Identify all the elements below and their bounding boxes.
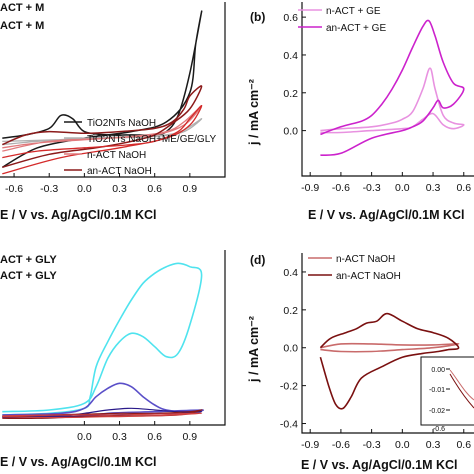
panel-b-x-axis-label: E / V vs. Ag/AgCl/0.1M KCl bbox=[308, 208, 465, 222]
panel-d-legend: n-ACT NaOH an-ACT NaOH bbox=[308, 254, 401, 282]
panel-a-legend-top-2: ACT + M bbox=[0, 20, 44, 32]
panel-d-xtick-label-3: 0.0 bbox=[395, 439, 410, 451]
inset-curve-n-act bbox=[449, 369, 474, 401]
panel-b-xtick-label-1: -0.6 bbox=[332, 182, 350, 194]
panel-c-xtick-label-1: 0.3 bbox=[112, 431, 127, 443]
panel-c: ACT + GLY ACT + GLY 0.0 0.3 0.6 0.9 E / V v… bbox=[0, 250, 226, 469]
panel-b-ytick-label-1: 0.2 bbox=[283, 88, 298, 100]
panel-b: (b) j / mA cm⁻² -0.9 -0.6 -0.3 0.0 0.3 0.6 0.0… bbox=[247, 2, 474, 222]
panel-b-ytick-label-0: 0.0 bbox=[283, 126, 298, 138]
legend-label-n-act-ge: n-ACT + GE bbox=[326, 6, 381, 17]
panel-d-y-axis-label-wrap: j / mA cm⁻² bbox=[247, 316, 261, 383]
panel-b-label: (b) bbox=[250, 10, 265, 24]
legend-label-an-act: an-ACT NaOH bbox=[87, 166, 152, 177]
panel-d-inset: 0.00 -0.01 -0.02 -0.6 bbox=[420, 356, 474, 433]
panel-b-axes bbox=[301, 2, 474, 177]
panel-a-series-line-3 bbox=[2, 85, 203, 169]
panel-a-xtick-label-5: 0.9 bbox=[183, 183, 198, 195]
panel-d-ytick-label-4: 0.4 bbox=[283, 267, 298, 279]
panel-c-x-axis-label: E / V vs. Ag/AgCl/0.1M KCl bbox=[0, 455, 157, 469]
panel-b-xtick-label-2: -0.3 bbox=[363, 182, 381, 194]
panel-c-legend-top-1: ACT + GLY bbox=[0, 254, 57, 266]
panel-d-x-axis-label: E / V vs. Ag/AgCl/0.1M KCl bbox=[301, 458, 458, 472]
panel-c-x-ticks: 0.0 0.3 0.6 0.9 bbox=[77, 421, 197, 443]
legend-label-n-act-naoh: n-ACT NaOH bbox=[336, 254, 395, 265]
panel-d-ticks: -0.9 -0.6 -0.3 0.0 0.3 0.6 -0.4 -0.2 0.0 0.2 0.4 bbox=[280, 267, 471, 451]
panel-d-axes bbox=[301, 253, 474, 434]
panel-a-xtick-label-4: 0.6 bbox=[147, 183, 162, 195]
panel-a-x-ticks: -0.6 -0.3 0.0 0.3 0.6 0.9 bbox=[5, 173, 197, 195]
inset-ytick-1: -0.01 bbox=[429, 387, 445, 394]
panel-c-axes bbox=[0, 250, 226, 426]
panel-b-ytick-label-3: 0.6 bbox=[283, 12, 298, 24]
panel-d-ytick-label-3: 0.2 bbox=[283, 305, 298, 317]
panel-b-series-line-0 bbox=[320, 67, 465, 134]
panel-a-legend: TiO2NTs NaOH TiO2NTs NaOH+ME/GE/GLY n-AC… bbox=[64, 118, 217, 177]
panel-a-legend-top-1: ACT + M bbox=[0, 2, 44, 14]
panel-b-xtick-label-4: 0.3 bbox=[426, 182, 441, 194]
panel-d-curves bbox=[319, 312, 460, 410]
panel-b-y-axis-label: j / mA cm⁻² bbox=[247, 79, 261, 146]
panel-a-series-line-4 bbox=[2, 105, 203, 175]
panel-d-ytick-label-2: 0.0 bbox=[283, 343, 298, 355]
panel-d: (d) j / mA cm⁻² -0.9 -0.6 -0.3 0.0 0.3 0.6-0.… bbox=[247, 253, 474, 472]
inset-ytick-2: -0.02 bbox=[429, 408, 445, 415]
panel-c-xtick-label-0: 0.0 bbox=[77, 431, 92, 443]
panel-a: ACT + M ACT + M TiO2NTs NaOH TiO2NTs NaO… bbox=[0, 2, 226, 222]
panel-b-xtick-label-5: 0.6 bbox=[456, 182, 471, 194]
panel-a-axes bbox=[0, 2, 226, 178]
panel-c-xtick-label-2: 0.6 bbox=[147, 431, 162, 443]
panel-b-ytick-label-2: 0.4 bbox=[283, 50, 298, 62]
panel-b-curves bbox=[320, 19, 465, 157]
panel-a-xtick-label-2: 0.0 bbox=[77, 183, 92, 195]
panel-b-series-line-1 bbox=[320, 19, 465, 157]
inset-ytick-0: 0.00 bbox=[431, 367, 445, 374]
panel-a-xtick-label-0: -0.6 bbox=[5, 183, 23, 195]
panel-b-xtick-label-3: 0.0 bbox=[395, 182, 410, 194]
panel-d-y-axis-label: j / mA cm⁻² bbox=[247, 316, 261, 383]
panel-c-series-line-0 bbox=[2, 262, 203, 416]
panel-b-y-axis-label-wrap: j / mA cm⁻² bbox=[247, 79, 261, 146]
panel-d-xtick-label-1: -0.6 bbox=[332, 439, 350, 451]
inset-xtick-0: -0.6 bbox=[433, 426, 445, 433]
panel-d-xtick-label-5: 0.6 bbox=[456, 439, 471, 451]
panel-c-xtick-label-3: 0.9 bbox=[183, 431, 198, 443]
panel-d-ytick-label-0: -0.4 bbox=[280, 419, 298, 431]
panel-c-base-line-2 bbox=[2, 412, 203, 419]
panel-d-series-line-1 bbox=[319, 312, 460, 410]
panel-d-xtick-label-4: 0.3 bbox=[426, 439, 441, 451]
panel-d-label: (d) bbox=[250, 253, 265, 267]
panel-c-legend-top-2: ACT + GLY bbox=[0, 270, 57, 282]
panel-b-ticks: -0.9 -0.6 -0.3 0.0 0.3 0.6 0.0 0.2 0.4 0.6 bbox=[283, 12, 471, 194]
panel-c-curves bbox=[2, 262, 204, 420]
panel-b-legend: n-ACT + GE an-ACT + GE bbox=[298, 6, 386, 34]
panel-a-xtick-label-1: -0.3 bbox=[40, 183, 58, 195]
legend-label-tio2-mix: TiO2NTs NaOH+ME/GE/GLY bbox=[87, 134, 217, 145]
legend-label-n-act: n-ACT NaOH bbox=[87, 150, 146, 161]
panel-d-xtick-label-0: -0.9 bbox=[301, 439, 319, 451]
panel-d-xtick-label-2: -0.3 bbox=[363, 439, 381, 451]
panel-a-x-axis-label: E / V vs. Ag/AgCl/0.1M KCl bbox=[0, 208, 157, 222]
panel-d-ytick-label-1: -0.2 bbox=[280, 381, 298, 393]
inset-curve-an-act bbox=[449, 373, 474, 409]
panel-d-series-line-0 bbox=[320, 342, 460, 353]
panel-a-xtick-label-3: 0.3 bbox=[112, 183, 127, 195]
legend-label-an-act-ge: an-ACT + GE bbox=[326, 23, 386, 34]
panel-b-xtick-label-0: -0.9 bbox=[301, 182, 319, 194]
legend-label-tio2-naoh: TiO2NTs NaOH bbox=[87, 118, 156, 129]
legend-label-an-act-naoh: an-ACT NaOH bbox=[336, 271, 401, 282]
